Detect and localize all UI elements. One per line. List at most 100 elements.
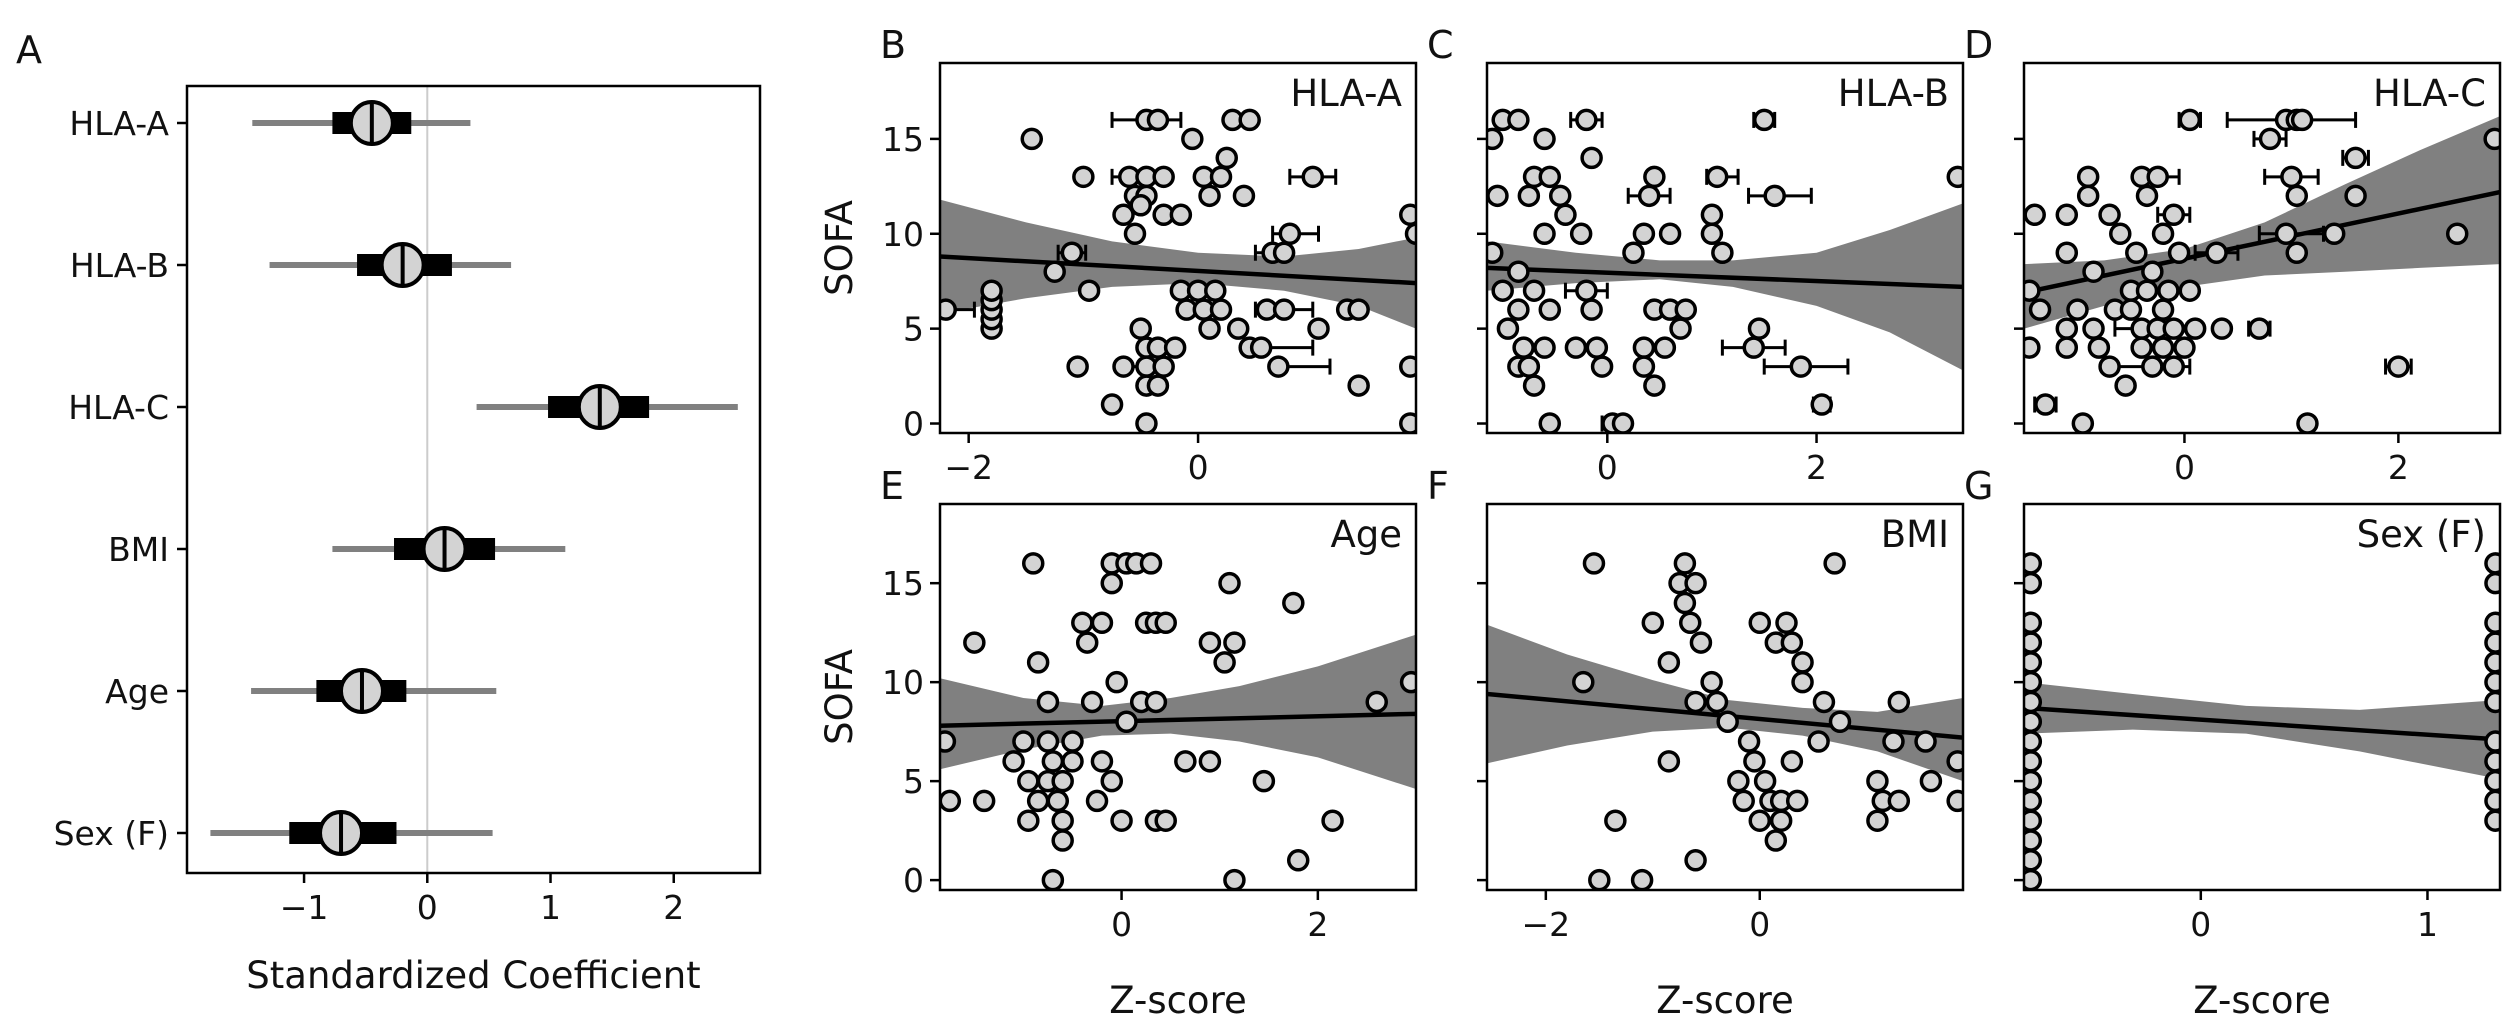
data-point [1282,591,1305,615]
data-point [1021,552,1045,575]
data-point [1209,298,1233,321]
data-point [2109,222,2132,246]
plot-frame [938,61,1418,435]
data-point [2178,108,2202,132]
data-point [1716,710,1739,733]
data-point [1588,868,1611,890]
data-point [1115,710,1138,733]
regression-line [940,254,1416,286]
data-point [1100,571,1124,595]
data-point [2024,279,2041,302]
data-point [2157,279,2180,302]
x-tick-label: −2 [944,448,993,487]
data-point [1061,750,1084,773]
panel-label: G [1964,464,1993,508]
data-point [2071,412,2095,433]
scatter-panel-G: 0 1 Sex (F) G Z-score [1964,464,2502,1022]
data-point [1135,412,1158,433]
data-point [1678,611,1702,635]
data-point [1548,184,1572,208]
data-point [1100,393,1124,416]
data-point [1700,670,1723,694]
x-tick-label: 0 [1111,905,1132,944]
scatter-panel-F: −2 0 BMI F Z-score [1427,464,1965,1022]
forest-panel-A: HLA-A HLA-B HLA-C BMI Age Sex (F) −1 0 1 2 Standar… [16,28,762,997]
data-point [1198,184,1221,208]
data-point [2484,611,2500,635]
data-point [1154,809,1177,832]
data-point [1657,651,1681,674]
data-point [1564,336,1588,359]
data-point [1198,631,1222,654]
data-point [1110,809,1133,832]
data-point [1882,730,1905,753]
data-point [2076,184,2100,208]
plot-frame [1485,61,1965,435]
data-point [1213,651,1236,674]
data-point [1232,184,1256,208]
regression-line [2024,705,2500,742]
data-point [1181,127,1204,151]
data-point [1123,222,1147,246]
data-point [1036,690,1060,714]
data-point [972,789,996,813]
data-point [1198,750,1222,773]
data-point [1780,631,1804,654]
data-point [1223,868,1246,890]
panel-title: HLA-A [1290,72,1402,115]
data-point [2167,241,2191,264]
data-point [1020,127,1044,151]
data-point [1204,279,1227,302]
data-point [2055,336,2079,359]
row-label: HLA-B [70,246,169,285]
data-point [1673,591,1697,615]
data-point [2178,279,2202,302]
data-point [2119,298,2143,321]
data-point [2055,241,2079,264]
data-point [1017,809,1040,832]
data-point [1946,789,1963,813]
data-point [1866,809,1889,832]
data-point [1169,203,1193,227]
data-point [1641,611,1665,635]
x-axis-title: Z-score [1656,979,1793,1022]
data-point [1538,412,1562,433]
data-point [1669,317,1692,340]
data-point [2484,690,2500,714]
data-point [2484,789,2500,813]
regression-line [1487,265,1963,290]
data-point [1764,829,1788,852]
data-point [1533,336,1556,359]
data-point [2483,127,2500,151]
data-point [1487,241,1504,264]
data-point [1301,165,1325,189]
data-point [2290,108,2314,132]
data-point [2024,203,2046,227]
data-point [2135,184,2159,208]
data-point [2205,241,2228,264]
data-point [1365,690,1388,714]
data-point [1812,690,1836,714]
data-point [1347,298,1370,321]
panel-title: Sex (F) [2357,513,2486,556]
data-point [1198,317,1221,340]
data-point [2285,241,2309,264]
data-point [1507,260,1530,283]
row-label: HLA-C [68,388,169,427]
data-point [1737,730,1761,753]
y-tick-label: 10 [882,215,924,254]
data-point [2162,203,2186,227]
data-point [1785,789,1809,813]
data-point [1146,374,1170,397]
data-point [1705,165,1729,189]
data-point [2162,355,2186,378]
data-point [1604,809,1627,832]
data-point [1522,374,1546,397]
data-point [1684,849,1707,872]
data-point [1061,730,1084,753]
data-point [963,631,986,654]
y-tick-label: 15 [882,120,924,159]
data-point [980,279,1003,302]
data-point [1036,730,1060,753]
plot-area [2024,552,2500,890]
